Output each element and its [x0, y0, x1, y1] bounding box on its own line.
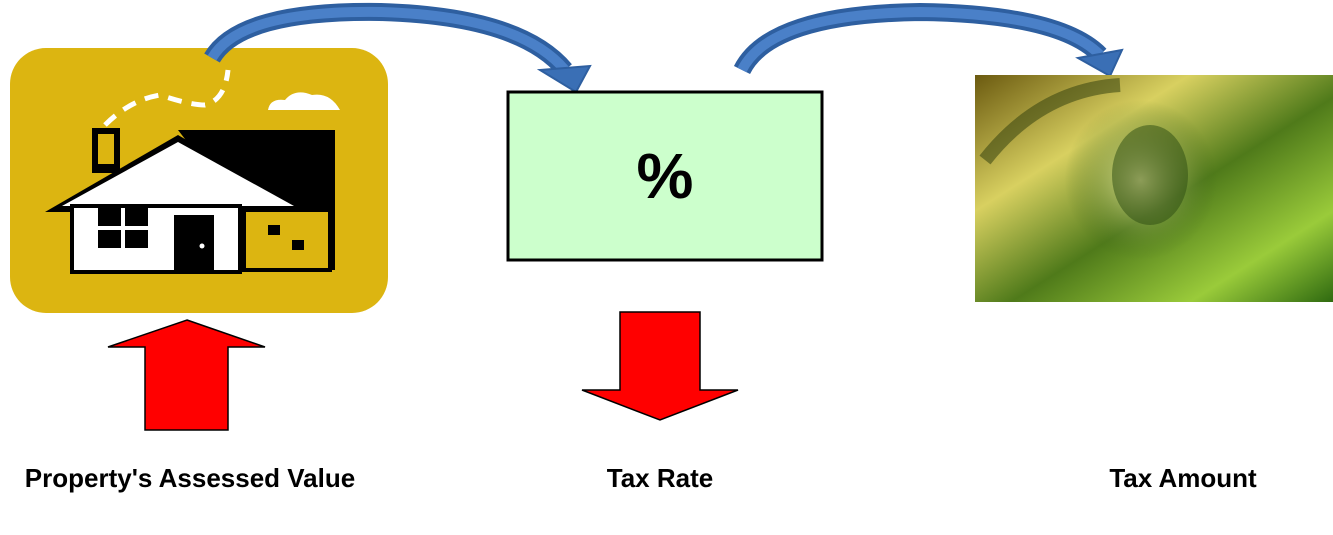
- up-arrow: [107, 319, 266, 431]
- house-icon: [10, 48, 388, 313]
- curved-arrow: [733, 2, 1124, 78]
- step-label: Property's Assessed Value: [24, 463, 356, 493]
- dollar-bill-image: [975, 75, 1333, 302]
- curved-arrow: [204, 2, 592, 94]
- step-label: Tax Amount: [1109, 463, 1257, 493]
- down-arrow: [581, 311, 739, 421]
- rate-box: [506, 90, 824, 262]
- percent-symbol: %: [636, 140, 694, 212]
- step-label: Tax Rate: [606, 463, 714, 493]
